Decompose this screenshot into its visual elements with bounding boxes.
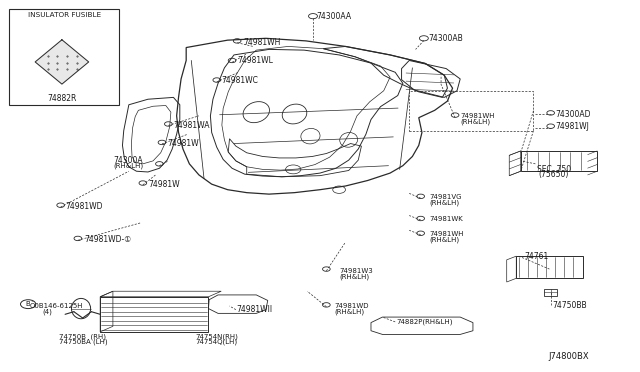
Text: 74981WD-①: 74981WD-① [84,235,131,244]
Text: (75650): (75650) [539,170,569,179]
Text: 74981WK: 74981WK [429,216,463,222]
Bar [521,151,597,171]
Text: 74750B  (RH): 74750B (RH) [59,333,106,340]
Bar [100,297,209,332]
Text: (RH&LH): (RH&LH) [460,118,490,125]
Text: 74754N(RH): 74754N(RH) [196,333,239,340]
Bar [516,256,583,278]
Text: 74882P(RH&LH): 74882P(RH&LH) [396,319,453,325]
Bar [544,289,557,296]
Text: (RH&LH): (RH&LH) [339,273,369,280]
Text: 74981WC: 74981WC [221,76,258,85]
Text: 74754Q(LH): 74754Q(LH) [196,339,238,345]
Text: (4): (4) [43,308,52,315]
Text: 74981WD: 74981WD [65,202,102,211]
Text: 74300AA: 74300AA [317,12,352,21]
Text: 74761: 74761 [524,251,548,261]
Text: 74981WL: 74981WL [237,56,273,65]
Text: 74981WD: 74981WD [334,303,369,309]
Text: 74981WA: 74981WA [173,121,210,129]
Text: 74981W: 74981W [148,180,180,189]
Text: J74800BX: J74800BX [548,352,589,361]
Text: 74981W3: 74981W3 [339,268,373,274]
Polygon shape [35,40,89,84]
Text: 74300AD: 74300AD [556,109,591,119]
Text: B: B [26,301,31,307]
Text: 74981WJ: 74981WJ [556,122,589,131]
Text: 74300A: 74300A [113,155,143,165]
Text: (RH&LH): (RH&LH) [334,308,364,315]
Text: (RH&LH): (RH&LH) [429,199,460,206]
Text: 74981VG: 74981VG [429,194,462,200]
Text: 74750BB: 74750BB [552,301,588,311]
Text: SEC. 750: SEC. 750 [537,165,571,174]
Text: 74981WH: 74981WH [460,113,495,119]
Text: Õ0B146-6125H: Õ0B146-6125H [30,303,84,310]
Text: (RH&LH): (RH&LH) [113,163,143,169]
Text: 74300AB: 74300AB [428,34,463,43]
Bar [9,9,119,105]
Text: 74981WII: 74981WII [236,305,272,314]
Text: (RH&LH): (RH&LH) [429,236,460,243]
Text: 74882R: 74882R [47,94,77,103]
Text: 74981WH: 74981WH [429,231,464,237]
Text: 74981WH: 74981WH [244,38,281,46]
Text: INSULATOR FUSIBLE: INSULATOR FUSIBLE [28,13,100,19]
Text: 74981W: 74981W [167,139,198,148]
Text: 74750BA (LH): 74750BA (LH) [59,339,108,345]
